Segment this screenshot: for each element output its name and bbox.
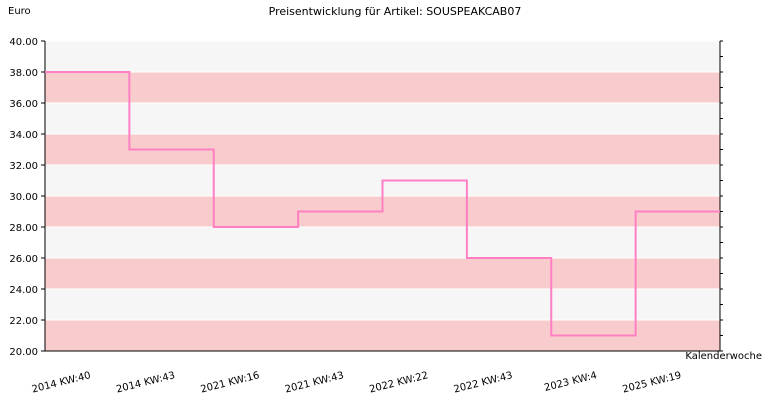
y-axis-label: Euro <box>8 6 31 17</box>
x-tick-label-group-5: 2022 KW:43 <box>453 370 514 395</box>
band-2 <box>45 258 720 289</box>
band-7 <box>45 103 720 134</box>
x-tick-label-0: 2014 KW:40 <box>31 370 92 395</box>
band-8 <box>45 72 720 103</box>
y-tick-label-2: 24.00 <box>9 285 38 296</box>
x-tick-labels: 2014 KW:40 2014 KW:43 2021 KW:16 2021 KW:43… <box>31 370 683 395</box>
series-layer <box>45 71 720 337</box>
x-tick-label-1: 2014 KW:43 <box>115 370 176 395</box>
x-tick-label-7: 2025 KW:19 <box>621 370 682 395</box>
x-tick-label-5: 2022 KW:43 <box>453 370 514 395</box>
y-tick-label-3: 26.00 <box>9 254 38 265</box>
chart-title: Preisentwicklung für Artikel: SOUSPEAKCA… <box>269 5 522 18</box>
x-tick-label-group-3: 2021 KW:43 <box>284 370 345 395</box>
band-3 <box>45 227 720 258</box>
x-tick-label-2: 2021 KW:16 <box>200 370 261 395</box>
axes <box>41 40 723 352</box>
band-9 <box>45 41 720 72</box>
x-tick-label-group-0: 2014 KW:40 <box>31 370 92 395</box>
y-tick-label-0: 20.00 <box>9 347 38 358</box>
x-tick-label-6: 2023 KW:4 <box>543 370 598 394</box>
y-tick-label-10: 40.00 <box>9 37 38 48</box>
y-tick-label-1: 22.00 <box>9 316 38 327</box>
band-1 <box>45 289 720 320</box>
x-tick-label-group-4: 2022 KW:22 <box>368 370 429 395</box>
y-tick-label-6: 32.00 <box>9 161 38 172</box>
y-tick-label-8: 36.00 <box>9 99 38 110</box>
y-tick-labels: 20.00 22.00 24.00 26.00 28.00 30.00 32.00 34.00… <box>9 37 38 358</box>
x-tick-label-4: 2022 KW:22 <box>368 370 429 395</box>
x-tick-label-group-2: 2021 KW:16 <box>200 370 261 395</box>
x-tick-label-3: 2021 KW:43 <box>284 370 345 395</box>
x-tick-label-group-6: 2023 KW:4 <box>543 370 598 394</box>
y-tick-label-7: 34.00 <box>9 130 38 141</box>
series-line-0 <box>45 71 720 337</box>
x-axis-label: Kalenderwoche <box>685 351 762 362</box>
x-tick-label-group-7: 2025 KW:19 <box>621 370 682 395</box>
y-tick-label-9: 38.00 <box>9 68 38 79</box>
y-tick-label-5: 30.00 <box>9 192 38 203</box>
y-tick-label-4: 28.00 <box>9 223 38 234</box>
x-tick-label-group-1: 2014 KW:43 <box>115 370 176 395</box>
